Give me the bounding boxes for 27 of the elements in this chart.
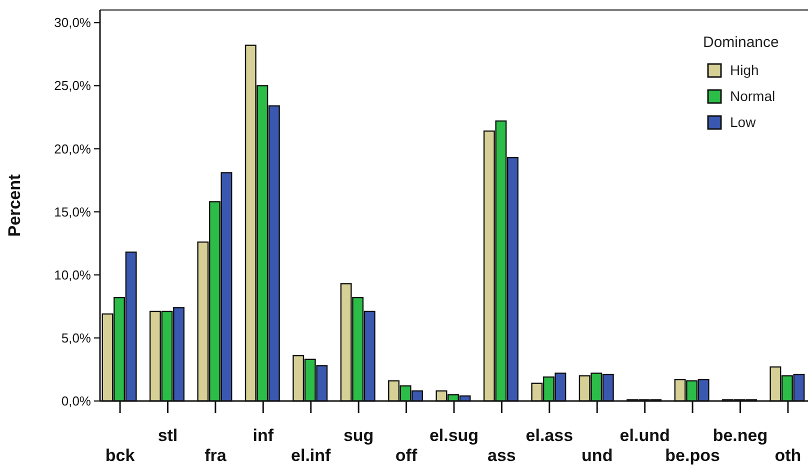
legend-label: High xyxy=(730,62,759,78)
x-tick-label: sug xyxy=(343,426,374,445)
x-tick-label: be.neg xyxy=(712,426,768,445)
y-tick-label: 5,0% xyxy=(61,330,92,346)
x-tick-label: und xyxy=(582,446,613,465)
y-tick-label: 10,0% xyxy=(54,267,92,282)
legend-label: Low xyxy=(730,114,757,130)
x-tick-label: el.sug xyxy=(429,426,479,445)
legend-label: Normal xyxy=(730,88,776,104)
x-tick-label: bck xyxy=(105,446,136,465)
x-tick-label: be.pos xyxy=(665,446,720,465)
y-tick-label: 0,0% xyxy=(61,394,92,409)
y-axis-title: Percent xyxy=(5,174,24,237)
x-tick-label: fra xyxy=(204,446,227,465)
y-tick-label: 20,0% xyxy=(54,141,92,156)
x-tick-label: ass xyxy=(488,446,516,465)
x-tick-label: el.ass xyxy=(526,426,574,445)
legend-title: Dominance xyxy=(703,34,779,51)
x-tick-label: el.inf xyxy=(291,446,332,465)
x-tick-label: inf xyxy=(252,426,274,445)
x-tick-label: el.und xyxy=(620,426,670,445)
y-tick-label: 25,0% xyxy=(54,78,92,94)
x-tick-label: stl xyxy=(158,426,178,445)
x-tick-label: oth xyxy=(774,446,802,465)
x-tick-label: off xyxy=(395,446,418,465)
y-tick-label: 15,0% xyxy=(54,204,92,220)
y-tick-label: 30,0% xyxy=(54,15,92,30)
